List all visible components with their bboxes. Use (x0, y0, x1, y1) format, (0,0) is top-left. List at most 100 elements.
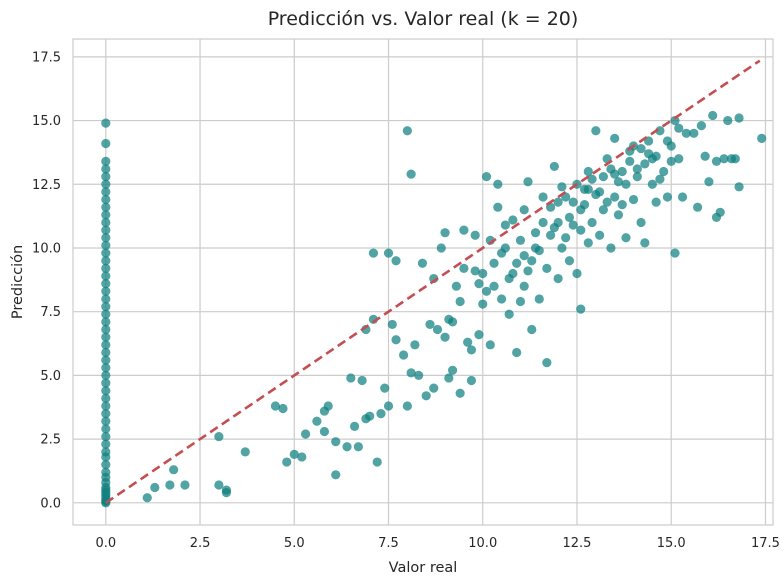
data-point (214, 431, 224, 442)
data-point (101, 194, 111, 205)
data-point (101, 138, 111, 149)
data-point (101, 118, 111, 128)
data-point (365, 411, 375, 421)
data-point (655, 174, 665, 184)
data-point (459, 263, 469, 273)
data-point (383, 401, 394, 411)
data-point (708, 110, 718, 121)
data-point (101, 416, 111, 426)
data-point (591, 126, 601, 136)
data-point (101, 225, 111, 235)
data-point (391, 256, 401, 266)
data-point (421, 391, 431, 401)
data-point (331, 437, 341, 447)
data-point (730, 154, 740, 164)
data-point (101, 431, 111, 442)
data-point (659, 166, 669, 177)
data-point (504, 273, 514, 284)
data-point (632, 172, 642, 182)
data-point (595, 187, 605, 197)
data-point (670, 115, 680, 126)
data-point (489, 258, 499, 268)
data-point (372, 457, 382, 467)
data-point (647, 154, 657, 164)
data-points (101, 110, 767, 508)
data-point (481, 286, 492, 296)
data-point (300, 429, 311, 439)
data-point (700, 151, 710, 161)
data-point (387, 319, 397, 330)
data-point (734, 182, 744, 192)
data-point (278, 403, 288, 414)
data-point (463, 337, 473, 347)
data-point (689, 128, 699, 138)
data-point (693, 202, 703, 212)
data-point (583, 184, 593, 194)
data-point (391, 335, 401, 345)
data-point (101, 301, 111, 312)
data-point (515, 235, 526, 245)
data-point (723, 115, 733, 126)
data-point (349, 421, 360, 431)
data-point (549, 161, 559, 172)
x-tick-label: 17.5 (751, 536, 780, 551)
data-point (557, 243, 567, 253)
data-point (523, 177, 533, 187)
data-point (538, 217, 548, 228)
chart-title: Predicción vs. Valor real (k = 20) (268, 8, 579, 30)
data-point (101, 324, 111, 335)
data-point (101, 271, 111, 281)
data-point (485, 340, 495, 350)
data-point (101, 210, 111, 220)
data-point (534, 294, 544, 304)
data-point (101, 156, 111, 166)
data-point (527, 324, 537, 335)
data-point (101, 294, 111, 304)
data-point (101, 279, 111, 289)
data-point (150, 482, 160, 493)
data-point (512, 258, 522, 268)
data-point (557, 182, 567, 192)
data-point (538, 192, 548, 202)
data-point (610, 169, 620, 179)
y-tick-label: 2.5 (40, 433, 61, 448)
data-point (636, 217, 646, 228)
x-tick-labels: 0.0 2.5 5.0 7.5 10.0 12.5 15.0 17.5 (95, 536, 779, 551)
data-point (610, 133, 620, 143)
data-point (576, 225, 586, 235)
data-point (640, 238, 650, 248)
y-tick-label: 0.0 (40, 496, 61, 511)
data-point (711, 156, 722, 166)
data-point (101, 332, 111, 342)
data-point (640, 159, 650, 169)
data-point (447, 365, 458, 375)
y-axis-label: Predicción (10, 245, 26, 319)
data-point (757, 133, 767, 143)
data-point (101, 355, 111, 365)
data-point (417, 258, 428, 268)
data-point (312, 416, 322, 426)
data-point (519, 251, 529, 261)
data-point (402, 126, 412, 136)
data-point (101, 217, 111, 228)
data-point (613, 177, 624, 187)
data-point (414, 370, 424, 381)
data-point (636, 143, 646, 154)
data-point (681, 128, 691, 138)
x-axis-label: Valor real (389, 560, 458, 576)
data-point (583, 238, 593, 248)
data-point (289, 449, 299, 460)
data-point (101, 378, 111, 388)
data-point (402, 401, 412, 411)
data-point (101, 460, 111, 470)
data-point (606, 243, 616, 253)
data-point (101, 187, 111, 197)
y-tick-label: 12.5 (32, 178, 61, 193)
grid-lines (73, 39, 773, 525)
data-point (696, 121, 706, 131)
data-point (662, 192, 673, 202)
data-point (493, 179, 503, 189)
data-point (447, 317, 458, 327)
data-point (500, 220, 510, 230)
data-point (527, 256, 537, 266)
